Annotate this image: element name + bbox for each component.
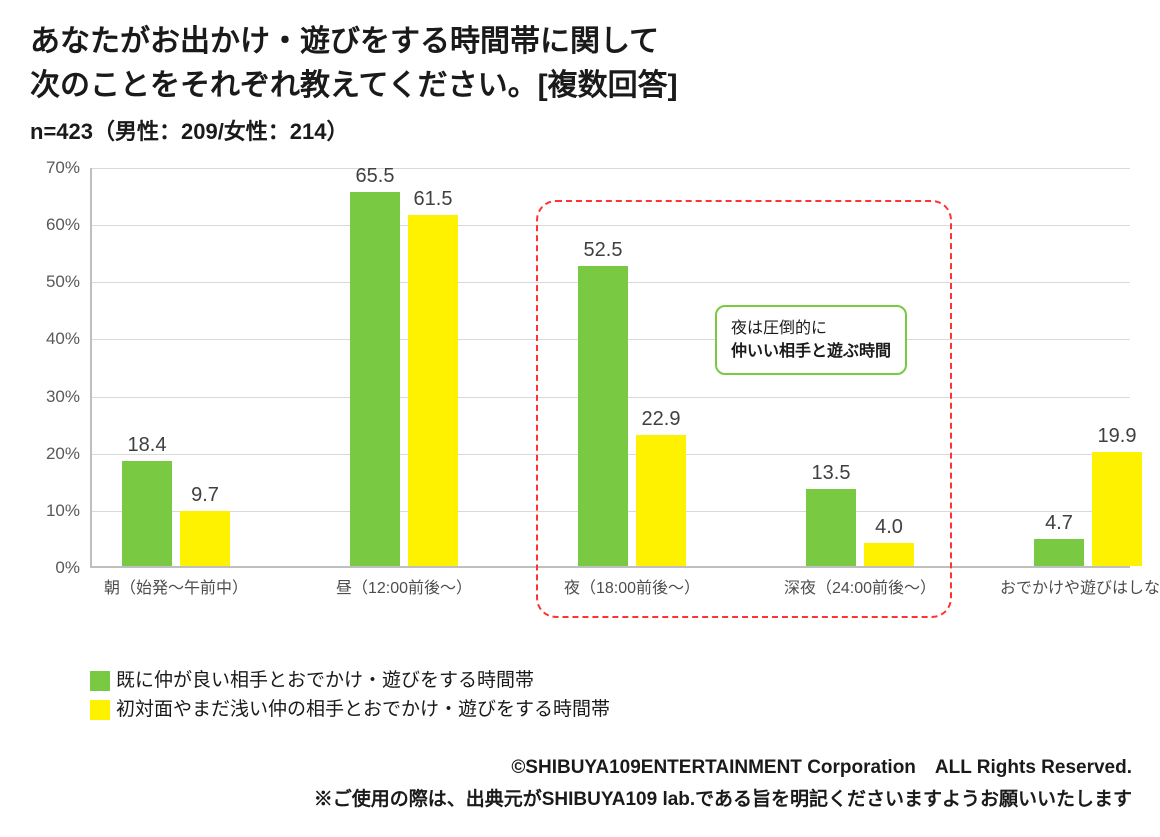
y-tick-label: 70% [30, 158, 80, 178]
chart-title-line2: 次のことをそれぞれ教えてください。[複数回答] [30, 69, 678, 102]
x-category-label: 朝（始発～午前中） [76, 566, 276, 598]
callout-line1: 夜は圧倒的に [731, 320, 827, 337]
bar [1034, 539, 1084, 566]
bar-value-label: 4.7 [1045, 512, 1073, 535]
x-category-label: 昼（12:00前後～） [304, 566, 504, 598]
legend-swatch [90, 700, 110, 720]
legend: 既に仲が良い相手とおでかけ・遊びをする時間帯初対面やまだ浅い仲の相手とおでかけ・… [90, 666, 610, 725]
legend-swatch [90, 671, 110, 691]
bar-value-label: 9.7 [191, 484, 219, 507]
legend-item: 既に仲が良い相手とおでかけ・遊びをする時間帯 [90, 666, 610, 695]
bar [180, 511, 230, 566]
bar-value-label: 65.5 [356, 165, 395, 188]
bar-value-label: 19.9 [1098, 425, 1137, 448]
bar [122, 461, 172, 566]
copyright-text: ©SHIBUYA109ENTERTAINMENT Corporation ALL… [511, 752, 1132, 779]
y-tick-label: 0% [30, 558, 80, 578]
y-tick-label: 30% [30, 387, 80, 407]
y-tick-label: 40% [30, 329, 80, 349]
y-tick-label: 50% [30, 272, 80, 292]
y-tick-label: 60% [30, 215, 80, 235]
legend-label: 既に仲が良い相手とおでかけ・遊びをする時間帯 [116, 666, 534, 695]
highlight-box [536, 200, 952, 618]
chart-subtitle: n=423（男性：209/女性：214） [30, 114, 349, 146]
callout-bubble: 夜は圧倒的に 仲いい相手と遊ぶ時間 [715, 305, 907, 375]
x-category-label: おでかけや遊びはしない [988, 566, 1160, 598]
bar-value-label: 18.4 [128, 434, 167, 457]
chart-title-line1: あなたがお出かけ・遊びをする時間帯に関して [30, 25, 659, 58]
legend-label: 初対面やまだ浅い仲の相手とおでかけ・遊びをする時間帯 [116, 695, 610, 724]
bar [350, 192, 400, 566]
y-tick-label: 20% [30, 444, 80, 464]
bar [408, 215, 458, 566]
bar [1092, 452, 1142, 566]
callout-line2: 仲いい相手と遊ぶ時間 [731, 343, 891, 360]
legend-item: 初対面やまだ浅い仲の相手とおでかけ・遊びをする時間帯 [90, 695, 610, 724]
usage-note-text: ※ご使用の際は、出典元がSHIBUYA109 lab.である旨を明記くださいます… [314, 784, 1132, 811]
bar-value-label: 61.5 [414, 188, 453, 211]
gridline [92, 168, 1130, 169]
y-tick-label: 10% [30, 501, 80, 521]
chart-title: あなたがお出かけ・遊びをする時間帯に関して 次のことをそれぞれ教えてください。[… [30, 20, 678, 107]
